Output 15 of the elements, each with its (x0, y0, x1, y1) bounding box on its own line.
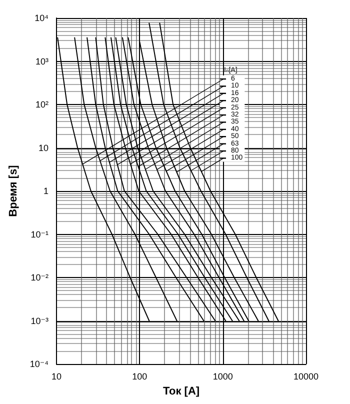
y-tick-label: 10³ (36, 56, 49, 66)
x-tick-label: 10 (52, 372, 62, 382)
y-tick-label: 10⁻² (30, 272, 49, 282)
y-tick-label: 10 (38, 142, 49, 153)
y-tick-label: 10⁴ (34, 13, 49, 23)
y-tick-label: 10⁻³ (30, 316, 49, 326)
y-tick-label: 1 (44, 186, 49, 196)
x-tick-label: 10000 (293, 372, 319, 382)
y-axis-title: Время [s] (8, 164, 20, 217)
x-tick-label: 1000 (212, 372, 233, 382)
y-tick-label: 10⁻⁴ (30, 359, 49, 369)
y-tick-label: 10⁻¹ (30, 229, 49, 240)
x-tick-label: 100 (132, 372, 148, 382)
x-axis-title: Ток [A] (162, 386, 200, 398)
y-tick-label: 10² (36, 100, 49, 110)
